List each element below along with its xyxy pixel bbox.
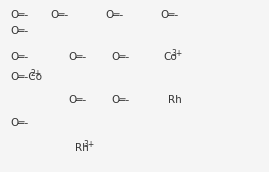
Text: O═-: O═- (105, 10, 123, 20)
Text: Rh: Rh (168, 95, 182, 105)
Text: O═-Co: O═-Co (10, 72, 42, 82)
Text: O═-: O═- (10, 10, 28, 20)
Text: O═-: O═- (160, 10, 178, 20)
Text: O═-: O═- (68, 52, 86, 62)
Text: O═-: O═- (111, 52, 129, 62)
Text: 2+: 2+ (31, 69, 42, 78)
Text: O═-: O═- (10, 118, 28, 128)
Text: O═-: O═- (10, 52, 28, 62)
Text: O═-: O═- (111, 95, 129, 105)
Text: O═-: O═- (10, 26, 28, 36)
Text: O═-: O═- (68, 95, 86, 105)
Text: Co: Co (163, 52, 177, 62)
Text: 3+: 3+ (171, 49, 182, 58)
Text: Rh: Rh (75, 143, 89, 153)
Text: O═-: O═- (50, 10, 68, 20)
Text: 3+: 3+ (83, 140, 94, 149)
